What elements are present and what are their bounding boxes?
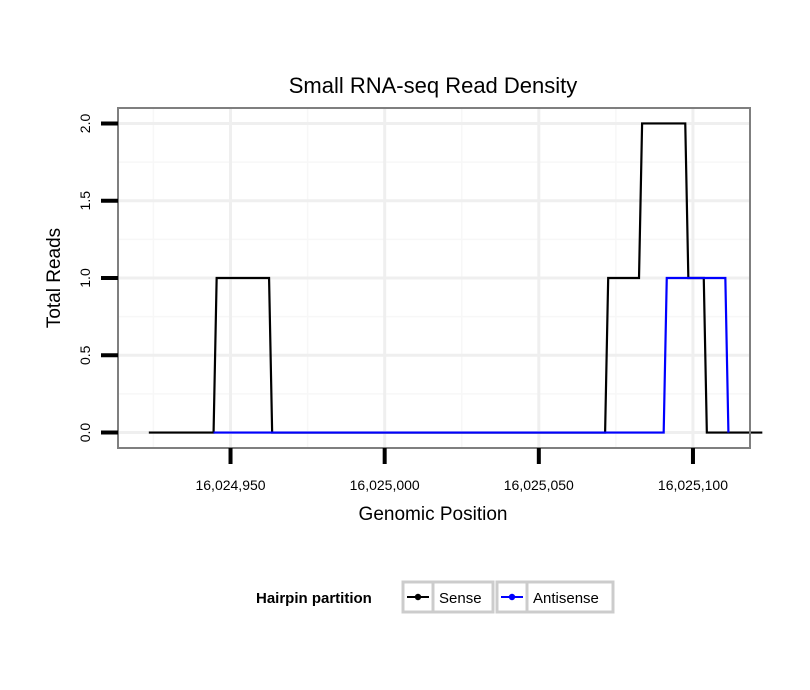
y-tick-label: 2.0	[77, 114, 93, 134]
legend-point-antisense	[508, 593, 516, 601]
legend: Hairpin partition Sense Antisense	[256, 580, 615, 614]
series-lines	[148, 122, 763, 434]
y-tick-label: 1.5	[77, 191, 93, 211]
y-tick-label: 0.5	[77, 345, 93, 365]
chart-title: Small RNA-seq Read Density	[289, 73, 578, 98]
legend-label-antisense: Antisense	[533, 590, 599, 607]
x-tick-label: 16,025,000	[350, 477, 420, 493]
y-tick-label: 0.0	[77, 423, 93, 443]
x-axis-label: Genomic Position	[359, 504, 508, 525]
x-axis: 16,024,950 16,025,000 16,025,050 16,025,100	[195, 448, 728, 493]
legend-items: Sense Antisense	[401, 580, 615, 614]
legend-item-box-antisense	[495, 580, 615, 614]
x-tick-label: 16,025,100	[658, 477, 728, 493]
y-axis-label: Total Reads	[44, 228, 65, 328]
y-axis: 0.0 0.5 1.0 1.5 2.0	[77, 114, 118, 443]
legend-title: Hairpin partition	[256, 590, 372, 607]
x-tick-label: 16,025,050	[504, 477, 574, 493]
x-tick-label: 16,024,950	[195, 477, 265, 493]
legend-item-box-sense	[401, 580, 495, 614]
legend-label-sense: Sense	[439, 590, 482, 607]
series-line-antisense	[213, 276, 730, 434]
y-tick-label: 1.0	[77, 268, 93, 288]
legend-point-sense	[414, 593, 422, 601]
grid-lines	[118, 108, 750, 448]
